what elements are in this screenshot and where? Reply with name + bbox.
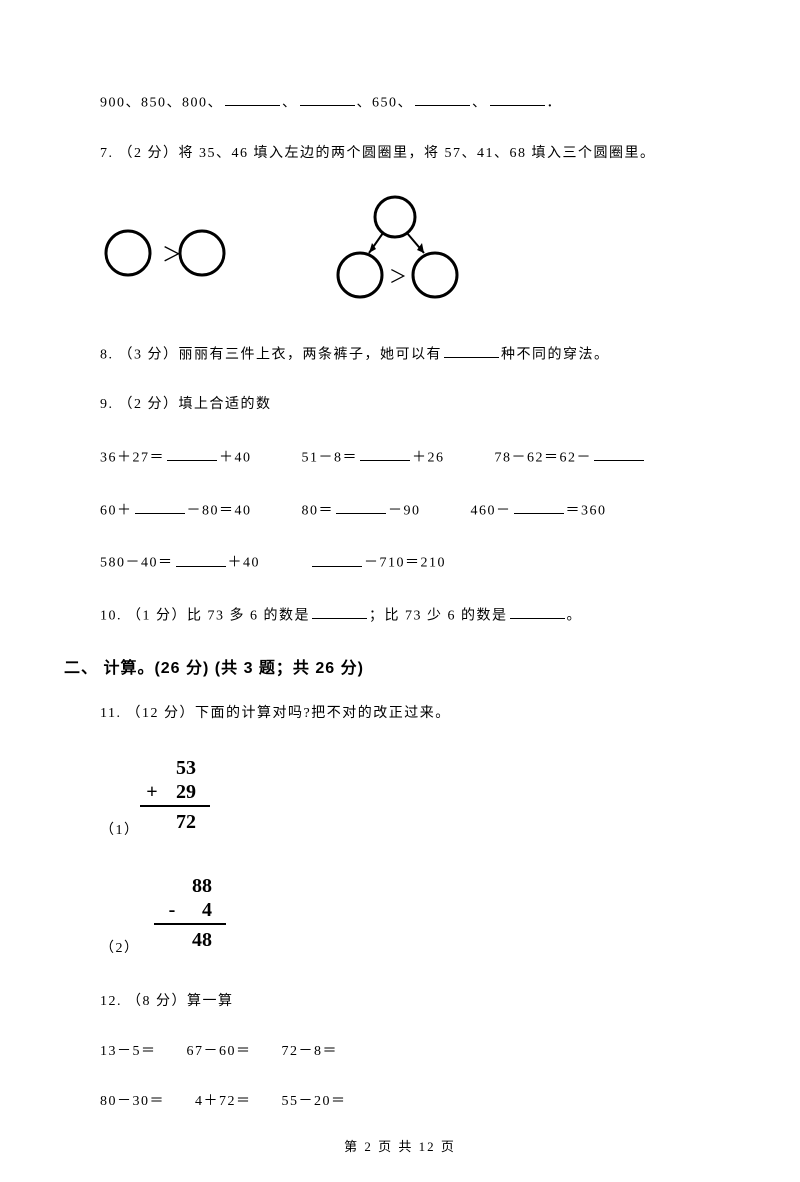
q9-r3b-post: －710＝210 (364, 556, 446, 571)
q9-r1a-post: ＋40 (219, 450, 252, 465)
q8-line: 8. （3 分）丽丽有三件上衣，两条裤子，她可以有 种不同的穿法。 (100, 342, 700, 367)
right-circle-br (413, 253, 457, 297)
calc2-a: 88 (192, 875, 212, 897)
q9-r2c-pre: 460－ (471, 503, 512, 518)
q9-r1a-blank (167, 445, 217, 461)
gt-symbol-right: ＞ (389, 267, 407, 287)
calc1-a: 53 (176, 757, 196, 779)
q12-row1: 13－5＝ 67－60＝ 72－8＝ (100, 1041, 700, 1063)
q9-r2a: 60＋ －80＝40 (100, 498, 252, 523)
q6-end: ． (547, 95, 563, 110)
q9-r2c-blank (514, 498, 564, 514)
q6-sep-2: 、 (472, 95, 488, 110)
calc1-b: 29 (176, 781, 196, 803)
q9-r3a: 580－40＝ ＋40 (100, 550, 260, 575)
q9-r2b: 80＝ －90 (302, 498, 421, 523)
calc2-op: - (169, 899, 176, 921)
calc1-res: 72 (176, 811, 196, 833)
left-circle-1 (106, 231, 150, 275)
q6-mid: 、650、 (357, 95, 414, 110)
calc2-res: 48 (192, 929, 212, 951)
q6-blank-2 (300, 90, 355, 106)
q10-line: 10. （1 分）比 73 多 6 的数是 ；比 73 少 6 的数是 。 (100, 603, 700, 628)
q7-text: 7. （2 分）将 35、46 填入左边的两个圆圈里，将 57、41、68 填入… (100, 143, 700, 165)
q9-r3a-post: ＋40 (228, 556, 261, 571)
q12-title: 12. （8 分）算一算 (100, 991, 700, 1013)
q9-r3b-blank (312, 550, 362, 566)
calc1-op: + (146, 781, 157, 803)
q11-title: 11. （12 分）下面的计算对吗?把不对的改正过来。 (100, 703, 700, 725)
q9-r3a-blank (176, 550, 226, 566)
q12-r2c: 55－20＝ (282, 1091, 347, 1113)
q9-r2b-post: －90 (388, 503, 421, 518)
q9-r2c-post: ＝360 (566, 503, 607, 518)
q8-blank (444, 342, 499, 358)
q9-r1b: 51－8＝ ＋26 (302, 445, 445, 470)
q8-post: 种不同的穿法。 (501, 347, 610, 362)
q9-r2a-post: －80＝40 (187, 503, 252, 518)
q6-blank-3 (415, 90, 470, 106)
page-container: 900、850、800、 、 、650、 、 ． 7. （2 分）将 35、46 填入左… (0, 0, 800, 1182)
q12-r1a: 13－5＝ (100, 1041, 157, 1063)
q9-row2: 60＋ －80＝40 80＝ －90 460－ ＝360 (100, 498, 700, 523)
q9-r2b-blank (336, 498, 386, 514)
q9-r2c: 460－ ＝360 (471, 498, 607, 523)
q10-post: 。 (567, 608, 583, 623)
q9-row3: 580－40＝ ＋40 －710＝210 (100, 550, 700, 575)
page-footer: 第 2 页 共 12 页 (0, 1137, 800, 1158)
q12-r1c: 72－8＝ (282, 1041, 339, 1063)
q9-r1c-pre: 78－62＝62－ (495, 450, 593, 465)
q9-r3b: －710＝210 (310, 550, 446, 575)
q9-r3a-pre: 580－40＝ (100, 556, 174, 571)
right-circle-bl (338, 253, 382, 297)
q11-label-2: （2） (100, 938, 700, 960)
section2-heading: 二、 计算。(26 分) (共 3 题；共 26 分) (64, 656, 700, 682)
q9-r1b-blank (360, 445, 410, 461)
q12-row2: 80－30＝ 4＋72＝ 55－20＝ (100, 1091, 700, 1113)
q9-r1c-blank (594, 445, 644, 461)
q9-r1b-pre: 51－8＝ (302, 450, 359, 465)
q9-r2a-pre: 60＋ (100, 503, 133, 518)
q10-pre: 10. （1 分）比 73 多 6 的数是 (100, 608, 310, 623)
q9-title: 9. （2 分）填上合适的数 (100, 394, 700, 416)
q6-sep-1: 、 (282, 95, 298, 110)
q6-blank-1 (225, 90, 280, 106)
q9-row1: 36＋27＝ ＋40 51－8＝ ＋26 78－62＝62－ (100, 445, 700, 470)
calc2-b: 4 (202, 899, 212, 921)
left-circle-2 (180, 231, 224, 275)
q12-r2b: 4＋72＝ (195, 1091, 252, 1113)
q8-pre: 8. （3 分）丽丽有三件上衣，两条裤子，她可以有 (100, 347, 442, 362)
q9-r1b-post: ＋26 (412, 450, 445, 465)
q9-r1a-pre: 36＋27＝ (100, 450, 165, 465)
q6-sequence: 900、850、800、 、 、650、 、 ． (100, 90, 700, 115)
q10-blank-2 (510, 603, 565, 619)
q10-mid: ；比 73 少 6 的数是 (369, 608, 508, 623)
q9-r1a: 36＋27＝ ＋40 (100, 445, 252, 470)
q9-r1c: 78－62＝62－ (495, 445, 647, 470)
q12-r1b: 67－60＝ (187, 1041, 252, 1063)
diagram-svg: ＞ ＞ (100, 193, 520, 303)
q6-pre: 900、850、800、 (100, 95, 223, 110)
q12-r2a: 80－30＝ (100, 1091, 165, 1113)
right-circle-top (375, 197, 415, 237)
q10-blank-1 (312, 603, 367, 619)
q9-r2a-blank (135, 498, 185, 514)
q6-blank-4 (490, 90, 545, 106)
circle-diagrams: ＞ ＞ (100, 193, 700, 311)
q9-r2b-pre: 80＝ (302, 503, 335, 518)
